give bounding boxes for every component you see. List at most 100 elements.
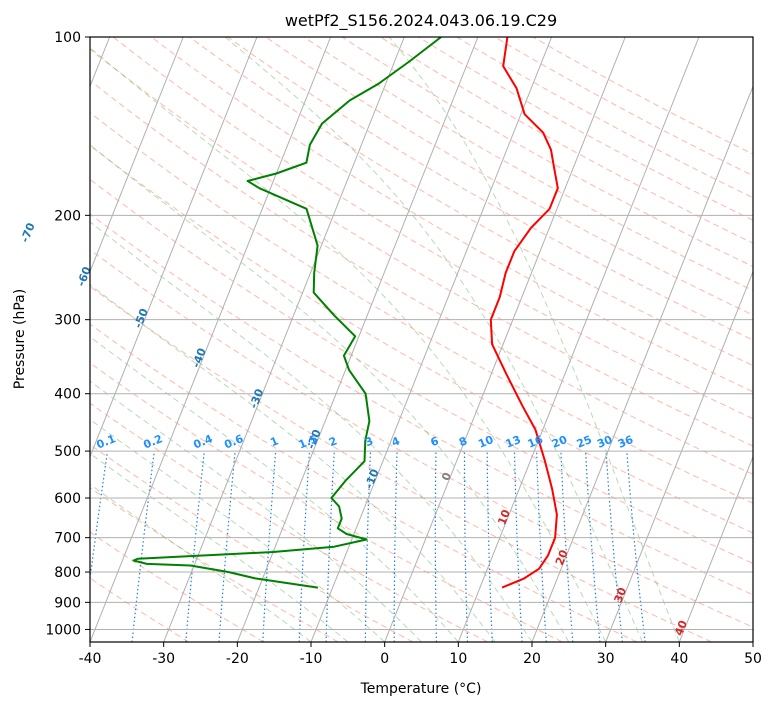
y-tick-label: 300 [54, 313, 81, 329]
dry-adiabat [90, 48, 753, 447]
mixing-ratio-label: 6 [429, 434, 441, 449]
sounding-series [132, 37, 559, 589]
y-tick-label: 400 [54, 387, 81, 403]
series-line-dewpoint [132, 37, 442, 589]
dry-adiabat [418, 37, 753, 221]
isotherm-label-warm: 40 [672, 618, 690, 637]
mixing-ratio-line [298, 451, 311, 642]
mixing-ratio-label: 0.2 [142, 432, 165, 451]
moist-adiabat [90, 380, 422, 642]
dry-adiabat [90, 79, 753, 475]
dry-adiabat [227, 37, 753, 341]
chart-title: wetPf2_S156.2024.043.06.19.C29 [285, 11, 557, 31]
x-tick-label: -20 [226, 651, 249, 667]
isotherm-line [752, 640, 753, 642]
mixing-ratio-label: 20 [550, 433, 569, 451]
background-lines [0, 37, 753, 642]
dry-adiabat [151, 37, 753, 393]
dry-adiabat [494, 37, 753, 177]
dry-adiabat [189, 37, 753, 367]
dry-adiabat [90, 213, 753, 596]
mixing-ratio-line [218, 451, 236, 642]
isotherm-line [90, 37, 258, 459]
moist-adiabat [90, 144, 570, 642]
grid [90, 37, 753, 642]
y-tick-label: 200 [54, 208, 81, 224]
y-tick-label: 900 [54, 595, 81, 611]
mixing-ratio-line [605, 451, 623, 642]
mixing-ratio-line [560, 451, 574, 642]
moist-adiabat [90, 452, 349, 642]
x-tick-label: 50 [744, 651, 762, 667]
mixing-ratio-line [536, 451, 547, 642]
mixing-ratio-label: 25 [575, 433, 594, 451]
isotherm-line [605, 270, 753, 642]
y-tick-label: 100 [54, 30, 81, 46]
moist-adiabat [388, 37, 680, 642]
mixing-ratio-label: 3 [363, 434, 375, 449]
dry-adiabat [532, 37, 753, 155]
y-tick-label: 800 [54, 565, 81, 581]
moist-adiabat [224, 37, 643, 642]
isotherm-line [384, 37, 626, 642]
dry-adiabat [380, 37, 753, 244]
moist-adiabat [90, 418, 386, 642]
dry-adiabat [90, 323, 638, 642]
dry-adiabat [90, 577, 190, 642]
isotherm-line [90, 37, 332, 642]
mixing-ratio-line [262, 451, 277, 642]
dry-adiabat [90, 285, 712, 642]
mixing-ratio-label: 8 [457, 434, 469, 449]
mixing-ratio-line [486, 451, 493, 642]
x-tick-label: -10 [300, 651, 323, 667]
x-axis-ticks: -40 -30 -20 -10 0 10 20 30 40 50 [79, 642, 762, 667]
mixing-ratio-line [434, 451, 437, 642]
isotherm-line [678, 455, 753, 642]
plot-frame [89, 36, 754, 643]
mixing-ratio-label: 16 [526, 433, 545, 451]
dry-adiabat [341, 37, 753, 268]
mixing-ratio-label: 13 [504, 433, 523, 451]
moist-adiabat [90, 47, 607, 642]
isotherm-label-warm: 20 [553, 548, 571, 567]
mixing-ratio-label: 2 [327, 434, 339, 449]
moist-adiabat [90, 284, 496, 642]
dry-adiabat [265, 37, 753, 316]
y-tick-label: 700 [54, 531, 81, 547]
dry-adiabat [90, 402, 488, 642]
mixing-ratio-line [90, 451, 109, 584]
dry-adiabat [112, 37, 753, 420]
mixing-ratio-line [626, 451, 646, 642]
moist-adiabat [90, 336, 459, 642]
isotherm-line [531, 84, 753, 642]
x-tick-label: 0 [380, 651, 389, 667]
y-tick-label: 1000 [45, 622, 81, 638]
x-tick-label: -40 [79, 651, 102, 667]
isotherm-label-warm: 30 [612, 585, 630, 604]
mixing-ratio-label: 4 [390, 434, 402, 449]
x-tick-label: 20 [523, 651, 541, 667]
x-axis-label: Temperature (°C) [360, 681, 482, 697]
mixing-ratio-label: 30 [595, 433, 614, 451]
isotherm-line [236, 37, 479, 642]
x-tick-label: 10 [449, 651, 467, 667]
y-tick-label: 600 [54, 491, 81, 507]
dry-adiabat [456, 37, 753, 199]
x-tick-label: -30 [152, 651, 175, 667]
brown-curve [0, 37, 2, 642]
mixing-ratio-label: 36 [616, 433, 635, 451]
dry-adiabat [90, 444, 414, 642]
isotherm-line [457, 37, 700, 642]
isotherm-line [310, 37, 553, 642]
isotherm-line [163, 37, 405, 642]
x-tick-label: 40 [670, 651, 688, 667]
mixing-ratio-label: 1 [268, 434, 280, 449]
inline-labels: -100-90-80-70-60-50-40-30-20-10010203040… [18, 221, 690, 638]
isotherm-line [90, 37, 184, 273]
mixing-ratio-label: 10 [476, 433, 495, 451]
x-tick-label: 30 [597, 651, 615, 667]
dry-adiabat [90, 144, 753, 534]
mixing-ratio-line [585, 451, 601, 642]
dry-adiabat [90, 178, 753, 564]
